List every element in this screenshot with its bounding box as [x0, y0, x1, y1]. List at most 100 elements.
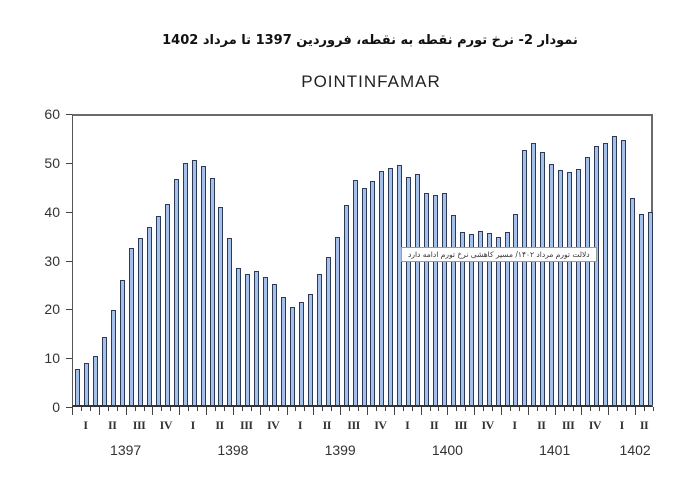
- x-tick-mark: [456, 407, 458, 411]
- x-tick-mark: [545, 407, 547, 411]
- bar: [111, 310, 117, 405]
- quarter-label: I: [512, 418, 517, 432]
- x-tick-mark: [107, 407, 109, 411]
- quarter-label: III: [454, 418, 468, 432]
- quarter-label: III: [132, 418, 146, 432]
- bar: [415, 173, 421, 405]
- x-tick-mark: [554, 407, 556, 415]
- year-label: 1398: [217, 442, 249, 458]
- x-tick-mark: [509, 407, 511, 411]
- bar: [486, 232, 492, 405]
- y-tick-label: 0: [52, 399, 60, 415]
- bar: [102, 336, 108, 405]
- quarter-label: II: [429, 418, 439, 432]
- x-tick-mark: [286, 407, 288, 415]
- bar: [245, 274, 251, 405]
- quarter-label: IV: [266, 418, 280, 432]
- bar: [584, 156, 590, 405]
- year-label: 1400: [431, 442, 463, 458]
- bar: [647, 211, 653, 405]
- year-label: 1401: [539, 442, 571, 458]
- x-tick-mark: [232, 407, 234, 415]
- bar: [138, 237, 144, 405]
- bar: [218, 207, 224, 405]
- bar: [289, 306, 295, 405]
- x-tick-mark: [402, 407, 404, 411]
- x-tick-mark: [501, 407, 503, 415]
- bar: [513, 213, 519, 405]
- bar: [459, 232, 465, 405]
- bar: [129, 247, 135, 405]
- x-tick-mark: [429, 407, 431, 411]
- bar: [173, 179, 179, 405]
- quarter-label: I: [297, 418, 303, 432]
- bar: [263, 276, 269, 405]
- x-tick-mark: [116, 407, 118, 411]
- bar: [272, 283, 278, 405]
- y-tick-label: 40: [44, 203, 60, 220]
- bar: [611, 135, 617, 405]
- x-tick-mark: [384, 407, 386, 411]
- bar: [549, 164, 555, 405]
- y-tick-mark: [66, 162, 72, 164]
- bar: [540, 151, 546, 405]
- x-tick-mark: [331, 407, 333, 411]
- quarter-label: IV: [159, 418, 173, 432]
- y-tick-mark: [66, 358, 72, 360]
- bar: [433, 194, 438, 405]
- bar: [477, 230, 483, 405]
- bar: [441, 193, 447, 405]
- y-tick-mark: [66, 211, 72, 213]
- x-tick-mark: [206, 407, 208, 415]
- x-tick-mark: [393, 407, 395, 415]
- x-tick-mark: [617, 407, 619, 411]
- x-tick-mark: [322, 407, 324, 411]
- x-tick-mark: [438, 407, 440, 411]
- x-tick-mark: [474, 407, 476, 415]
- x-tick-mark: [134, 407, 136, 411]
- x-tick-mark: [492, 407, 494, 411]
- quarter-label: III: [240, 418, 253, 432]
- chart-title: POINTINFAMAR: [301, 72, 441, 91]
- bar: [227, 237, 233, 405]
- x-tick-mark: [268, 407, 270, 411]
- bar: [424, 193, 430, 405]
- y-tick-label: 50: [44, 154, 60, 171]
- y-tick-mark: [66, 407, 72, 408]
- x-tick-mark: [313, 407, 315, 415]
- bar: [209, 177, 215, 405]
- x-tick-mark: [295, 407, 297, 411]
- bar: [495, 236, 501, 405]
- bar: [191, 159, 197, 405]
- bar: [254, 271, 260, 405]
- figure-caption: نمودار 2- نرخ تورم نقطه به نقطه، فروردین…: [162, 33, 578, 48]
- y-tick-label: 10: [44, 350, 60, 367]
- x-tick-mark: [188, 407, 190, 411]
- bar: [316, 274, 322, 405]
- x-tick-mark: [80, 407, 82, 411]
- x-tick-mark: [447, 407, 449, 415]
- x-tick-mark: [161, 407, 163, 411]
- bar: [602, 143, 608, 405]
- bar: [379, 170, 385, 405]
- bar: [298, 302, 304, 405]
- x-tick-mark: [259, 407, 261, 415]
- x-tick-mark: [349, 407, 351, 411]
- bar: [450, 215, 456, 405]
- quarter-label: IV: [588, 418, 602, 432]
- quarter-label: I: [83, 418, 88, 432]
- bar: [120, 279, 126, 405]
- bar: [468, 234, 474, 405]
- x-tick-mark: [215, 407, 216, 411]
- x-tick-mark: [590, 407, 592, 411]
- bar: [361, 188, 367, 405]
- x-tick-mark: [179, 407, 181, 415]
- x-tick-mark: [581, 407, 583, 415]
- x-tick-mark: [152, 407, 154, 415]
- bar: [352, 179, 358, 405]
- x-tick-mark: [635, 407, 637, 415]
- bar: [334, 237, 340, 405]
- x-tick-mark: [536, 407, 538, 411]
- bar: [370, 181, 376, 405]
- x-tick-mark: [170, 407, 172, 411]
